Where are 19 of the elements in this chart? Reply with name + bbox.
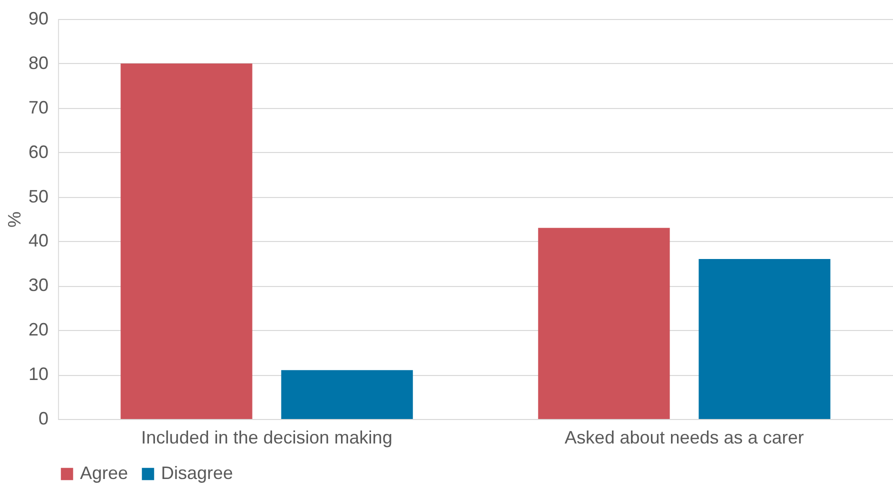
y-tick-label: 0 bbox=[38, 408, 48, 428]
y-tick-label: 70 bbox=[28, 97, 48, 118]
y-tick-label: 40 bbox=[28, 230, 48, 251]
y-tick-label: 80 bbox=[28, 52, 48, 73]
y-axis-title: % bbox=[4, 211, 24, 228]
x-tick-label: Asked about needs as a carer bbox=[564, 428, 804, 448]
legend-label: Disagree bbox=[161, 463, 234, 483]
y-tick-label: 10 bbox=[28, 364, 48, 384]
bar bbox=[281, 370, 413, 419]
y-tick-label: 30 bbox=[28, 275, 48, 296]
y-tick-label: 90 bbox=[28, 8, 48, 28]
y-tick-label: 60 bbox=[28, 142, 48, 162]
y-tick-label: 50 bbox=[28, 186, 48, 206]
y-tick-label: 20 bbox=[28, 320, 48, 340]
bar bbox=[698, 259, 830, 419]
bar bbox=[120, 63, 252, 419]
legend-label: Agree bbox=[80, 463, 128, 483]
bar bbox=[538, 228, 670, 419]
x-tick-label: Included in the decision making bbox=[141, 428, 392, 448]
